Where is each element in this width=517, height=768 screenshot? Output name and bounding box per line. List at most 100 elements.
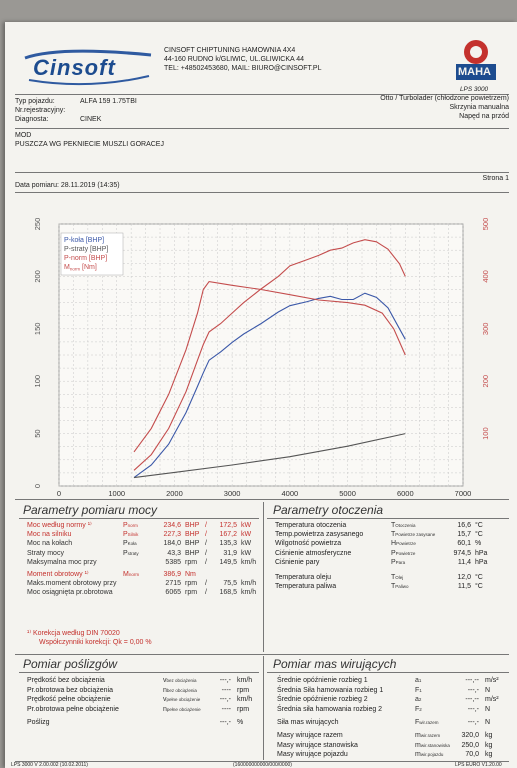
measurement-date: Data pomiaru: 28.11.2019 (14:35) — [15, 182, 120, 189]
env-row-unit: °C — [475, 574, 483, 581]
power-row-unit1: rpm — [185, 580, 198, 588]
series-p-kola — [133, 292, 406, 479]
power-row-sep: / — [205, 558, 207, 566]
power-row-unit2: kW — [241, 549, 252, 557]
symbol: vbez obciążenia — [163, 677, 197, 684]
mass-row-label: Średnie opóźnienie rozbieg 1 — [277, 677, 368, 684]
symbol: nbez obciążenia — [163, 686, 197, 694]
slip-row-label: Poślizg — [27, 719, 50, 727]
power-row-value2: 167,2 — [219, 531, 237, 539]
power-row-value2: 75,5 — [223, 580, 237, 588]
engine-type: Otto / Turbolader (chłodzone powietrzem) — [380, 95, 509, 102]
symbol: PPara — [391, 558, 406, 566]
company-name: CINSOFT CHIPTUNING HAMOWNIA 4X4 — [164, 47, 296, 54]
slip-title: Pomiar poślizgów — [23, 657, 118, 671]
maha-logo-text: MAHA — [458, 66, 491, 78]
power-row-value1: 227,3 — [163, 531, 181, 539]
cinsoft-logo: Cinsoft — [19, 46, 157, 90]
legend-box — [60, 232, 124, 276]
legend-entry: P-norm [BHP] — [64, 255, 107, 262]
env-row-unit: °C — [475, 531, 483, 539]
env-row-label: Wilgotność powietrza — [275, 540, 342, 548]
env-row-value: 16,6 — [457, 522, 471, 529]
symbol: a2 — [415, 696, 422, 704]
symbol: PKoła — [123, 540, 137, 548]
mass-row-value: ---,-- — [465, 696, 479, 704]
footer-serial: (160000000000/000/0000) — [233, 762, 292, 768]
env-row-value: 974,5 — [453, 549, 471, 557]
symbol: Pstraty — [123, 549, 139, 557]
power-row-value1: 184,0 — [163, 540, 181, 548]
power-row-label: Maks.moment obrotowy przy — [27, 580, 117, 588]
lps-label: LPS 3000 — [460, 86, 489, 93]
mass-row-unit: m/s² — [485, 696, 499, 704]
x-tick-label: 2000 — [166, 489, 183, 498]
x-tick-label: 1000 — [108, 489, 125, 498]
power-row-label: Straty mocy — [27, 549, 64, 557]
symbol: HPowietrze — [391, 540, 416, 548]
series-p-straty — [133, 433, 406, 479]
power-row-unit1: rpm — [185, 558, 198, 566]
power-row-unit1: BHP — [185, 522, 200, 529]
mass-row-value: ---,- — [467, 686, 479, 694]
power-row-value2: 135,3 — [219, 540, 237, 548]
symbol: TOtoczenia — [391, 522, 416, 529]
power-row-sep: / — [205, 522, 207, 529]
env-row-unit: hPa — [475, 549, 488, 557]
y-right-tick-label: 500 — [481, 218, 490, 231]
power-row-label: Moc osiągnięta pr.obrotowa — [27, 589, 113, 597]
mass-row-label: Masy wirujące razem — [277, 732, 343, 739]
power-row-label: Maksymalna moc przy — [27, 558, 97, 566]
mass-title: Pomiar mas wirujących — [273, 657, 397, 671]
mass-row-label: Siła mas wirujących — [277, 719, 339, 727]
correction-factor-note: Współczynniki korekcji: Qk = 0,00 % — [39, 639, 152, 646]
footer-euro: LPS EURO V1.20.00 — [455, 762, 502, 768]
mass-row-label: Masy wirujące pojazdu — [277, 751, 348, 759]
power-row-value1: 43,3 — [167, 549, 181, 557]
symbol: TPaliwo — [391, 583, 409, 591]
diagnostician-label: Diagnosta: — [15, 116, 49, 123]
power-row-unit2: km/h — [241, 558, 257, 566]
mass-row-value: ---,- — [467, 719, 479, 727]
legend-entry: P-straty [BHP] — [64, 246, 108, 253]
mass-row-value: ---,-- — [465, 677, 479, 684]
slip-row-unit: % — [237, 719, 244, 727]
footer-version: LPS 3000 V 2.00.002 (10.02.2011) — [11, 762, 88, 768]
y-right-tick-label: 400 — [481, 270, 490, 283]
mass-row-value: ---,- — [467, 705, 479, 713]
slip-row-value: ---- — [221, 686, 231, 694]
registration-label: Nr.rejestracyjny: — [15, 107, 66, 114]
symbol: mwir.pojazdu — [415, 751, 444, 759]
power-row-value2: 149,5 — [219, 558, 237, 566]
y-left-tick-label: 250 — [33, 218, 42, 231]
x-tick-label: 7000 — [455, 489, 472, 498]
legend-entry: Mnorm [Nm] — [64, 264, 97, 272]
mass-row-label: Średnia siła hamowania rozbieg 2 — [277, 705, 383, 713]
drive-type: Napęd na przód — [459, 113, 509, 120]
page-number: Strona 1 — [482, 175, 509, 182]
power-row-sep: / — [205, 531, 207, 539]
power-row-unit2: km/h — [241, 580, 257, 588]
power-row-unit1: BHP — [185, 540, 200, 548]
power-row-sep: / — [205, 589, 207, 597]
y-right-tick-label: 300 — [481, 323, 490, 336]
power-row-sep: / — [205, 540, 207, 548]
symbol: Pnorm — [123, 522, 138, 529]
x-tick-label: 0 — [57, 489, 61, 498]
env-row-label: Ciśnienie atmosferyczne — [275, 549, 352, 557]
symbol: npełne obciążenie — [163, 705, 201, 713]
power-row-label: Moc na silniku — [27, 531, 72, 539]
mass-row-label: Masy wirujące stanowiska — [277, 741, 358, 749]
mass-row-value: 320,0 — [461, 732, 479, 739]
y-right-tick-label: 100 — [481, 427, 490, 440]
maha-logo: MAHA — [452, 36, 500, 84]
y-left-tick-label: 100 — [33, 375, 42, 388]
env-row-label: Ciśnienie pary — [275, 558, 320, 566]
diagnostician-value: CINEK — [80, 116, 102, 123]
slip-row-value: ---- — [221, 705, 231, 713]
symbol: F1 — [415, 686, 422, 694]
power-row-label: Moment obrotowy ¹⁾ — [27, 571, 89, 578]
slip-row-unit: km/h — [237, 677, 253, 684]
env-row-value: 12,0 — [457, 574, 471, 581]
env-row-unit: °C — [475, 583, 483, 591]
